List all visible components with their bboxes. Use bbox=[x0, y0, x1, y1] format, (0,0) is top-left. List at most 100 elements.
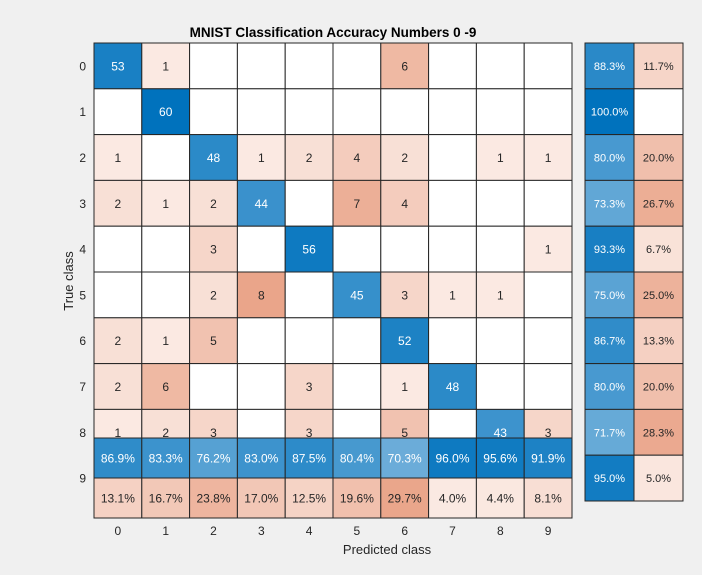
matrix-cell bbox=[428, 271, 477, 319]
matrix-cell bbox=[523, 363, 573, 410]
col-summary-incorrect-cell bbox=[236, 477, 286, 519]
matrix-cell bbox=[141, 317, 191, 365]
row-summary-incorrect-cell bbox=[633, 225, 684, 273]
matrix-cell bbox=[428, 42, 477, 90]
matrix-cell bbox=[523, 88, 573, 136]
row-summary-correct-label: 75.0% bbox=[594, 290, 625, 302]
col-summary-correct-label: 80.4% bbox=[340, 452, 374, 466]
matrix-cell-label: 2 bbox=[306, 151, 313, 165]
matrix-cell-label: 4 bbox=[401, 197, 408, 211]
matrix-cell-label: 7 bbox=[354, 197, 361, 211]
matrix-cell-label: 1 bbox=[545, 151, 552, 165]
col-summary-correct-cell bbox=[380, 437, 430, 479]
y-tick-label: 5 bbox=[79, 288, 86, 302]
matrix-cell bbox=[93, 179, 143, 227]
matrix-cell-label: 3 bbox=[306, 426, 313, 440]
row-summary-correct-label: 100.0% bbox=[591, 107, 629, 119]
matrix-cell bbox=[475, 42, 525, 90]
matrix-cell-label: 1 bbox=[449, 288, 456, 302]
row-summary-correct-cell bbox=[584, 88, 635, 136]
x-tick-label: 5 bbox=[354, 524, 361, 538]
row-summary-incorrect-cell bbox=[633, 179, 684, 227]
matrix-cell bbox=[332, 225, 382, 273]
row-summary-incorrect-label: 28.3% bbox=[643, 427, 674, 439]
matrix-cell bbox=[93, 225, 143, 273]
col-summary-correct-label: 83.0% bbox=[244, 452, 278, 466]
col-summary-correct-label: 95.6% bbox=[483, 452, 517, 466]
row-summary-incorrect-label: 20.0% bbox=[643, 382, 674, 394]
matrix-cell bbox=[332, 179, 382, 227]
matrix-cell bbox=[523, 271, 573, 319]
row-summary-correct-label: 86.7% bbox=[594, 336, 625, 348]
matrix-cell-label: 1 bbox=[497, 288, 504, 302]
y-tick-label: 7 bbox=[79, 380, 86, 394]
matrix-cell-label: 1 bbox=[545, 243, 552, 257]
matrix-cell bbox=[380, 225, 430, 273]
chart-title: MNIST Classification Accuracy Numbers 0 … bbox=[190, 25, 477, 40]
matrix-cell bbox=[236, 42, 286, 90]
row-summary-correct-cell bbox=[584, 408, 635, 456]
row-summary-correct-cell bbox=[584, 271, 635, 319]
matrix-cell bbox=[236, 317, 286, 365]
y-tick-label: 2 bbox=[79, 151, 86, 165]
matrix-cell bbox=[380, 134, 430, 181]
col-summary-correct-cell bbox=[93, 437, 143, 479]
row-summary-correct-label: 73.3% bbox=[594, 198, 625, 210]
matrix-cell bbox=[428, 317, 477, 365]
x-tick-label: 8 bbox=[497, 524, 504, 538]
matrix-cell-label: 1 bbox=[115, 151, 122, 165]
matrix-cell bbox=[284, 179, 334, 227]
col-summary-incorrect-label: 12.5% bbox=[292, 492, 326, 506]
matrix-cell bbox=[236, 225, 286, 273]
col-summary-incorrect-label: 17.0% bbox=[244, 492, 278, 506]
matrix-cell bbox=[141, 271, 191, 319]
row-summary-incorrect-label: 26.7% bbox=[643, 198, 674, 210]
row-summary-incorrect-label: 5.0% bbox=[646, 473, 671, 485]
col-summary-incorrect-cell bbox=[93, 477, 143, 519]
col-summary-incorrect-label: 8.1% bbox=[534, 492, 562, 506]
matrix-cell-label: 3 bbox=[210, 426, 217, 440]
matrix-cell bbox=[332, 42, 382, 90]
col-summary-incorrect-label: 13.1% bbox=[101, 492, 135, 506]
matrix-cell-label: 45 bbox=[350, 288, 364, 302]
row-summary-correct-cell bbox=[584, 363, 635, 410]
matrix-cell bbox=[141, 42, 191, 90]
col-summary-correct-cell bbox=[523, 437, 573, 479]
matrix-cell bbox=[332, 363, 382, 410]
matrix-cell bbox=[523, 134, 573, 181]
matrix-cell bbox=[428, 134, 477, 181]
matrix-cell-label: 1 bbox=[258, 151, 265, 165]
x-tick-label: 4 bbox=[306, 524, 313, 538]
matrix-cell bbox=[380, 179, 430, 227]
matrix-cell-label: 3 bbox=[401, 288, 408, 302]
matrix-cell-label: 3 bbox=[545, 426, 552, 440]
matrix-cell bbox=[93, 271, 143, 319]
matrix-cell-label: 2 bbox=[210, 288, 217, 302]
matrix-cell bbox=[523, 225, 573, 273]
col-summary-incorrect-label: 23.8% bbox=[196, 492, 230, 506]
matrix-cell-label: 1 bbox=[162, 197, 169, 211]
column-summary: 86.9% 13.1% 83.3% 16.7% 76.2% 23.8% 83.0% 17.0%… bbox=[93, 437, 573, 519]
matrix-cell-label: 4 bbox=[354, 151, 361, 165]
matrix-cell-label: 1 bbox=[497, 151, 504, 165]
matrix-cell-label: 8 bbox=[258, 288, 265, 302]
x-tick-label: 7 bbox=[449, 524, 456, 538]
row-summary-incorrect-label: 13.3% bbox=[643, 336, 674, 348]
col-summary-correct-cell bbox=[236, 437, 286, 479]
matrix-cell bbox=[93, 88, 143, 136]
y-tick-label: 6 bbox=[79, 334, 86, 348]
matrix-cell bbox=[236, 88, 286, 136]
col-summary-incorrect-cell bbox=[380, 477, 430, 519]
matrix-cell bbox=[380, 88, 430, 136]
y-tick-label: 0 bbox=[79, 59, 86, 73]
x-tick-label: 1 bbox=[162, 524, 169, 538]
row-summary-correct-label: 95.0% bbox=[594, 473, 625, 485]
col-summary-incorrect-cell bbox=[141, 477, 191, 519]
col-summary-correct-label: 83.3% bbox=[149, 452, 183, 466]
row-summary-incorrect-cell bbox=[633, 88, 684, 136]
matrix-cell bbox=[284, 88, 334, 136]
matrix-cell bbox=[141, 134, 191, 181]
